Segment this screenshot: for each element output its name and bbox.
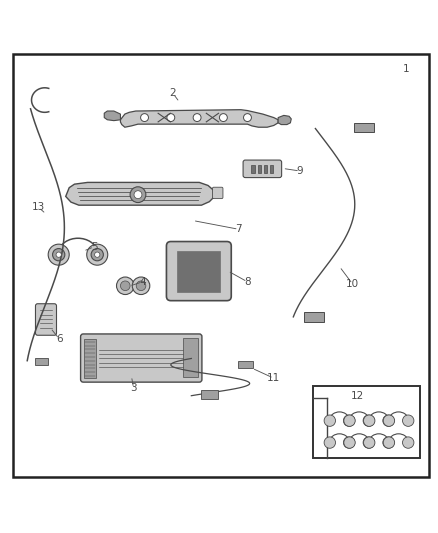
FancyBboxPatch shape [166,241,231,301]
Circle shape [324,437,336,448]
Circle shape [117,277,134,295]
FancyBboxPatch shape [238,361,253,368]
Circle shape [193,114,201,122]
Circle shape [344,437,355,448]
Circle shape [364,437,375,448]
Circle shape [363,415,374,426]
Circle shape [132,277,150,295]
Text: 5: 5 [91,242,98,252]
Text: 1: 1 [403,63,410,74]
Circle shape [403,437,414,448]
Circle shape [120,281,130,290]
Circle shape [363,437,374,448]
Text: 8: 8 [244,277,251,287]
Circle shape [91,248,103,261]
FancyBboxPatch shape [243,160,282,177]
Polygon shape [278,115,291,125]
Circle shape [383,437,394,448]
FancyBboxPatch shape [201,391,218,399]
FancyBboxPatch shape [251,165,255,173]
Circle shape [167,114,175,122]
Circle shape [383,415,395,426]
Circle shape [343,415,355,426]
Circle shape [134,191,142,199]
Polygon shape [66,182,215,205]
FancyBboxPatch shape [177,251,220,292]
Text: 10: 10 [346,279,359,289]
Text: 7: 7 [235,224,242,235]
Circle shape [87,244,108,265]
Circle shape [141,114,148,122]
Text: 4: 4 [139,277,146,287]
Text: 12: 12 [350,391,364,401]
FancyBboxPatch shape [35,304,57,335]
Circle shape [53,248,65,261]
FancyBboxPatch shape [270,165,273,173]
FancyBboxPatch shape [313,386,420,458]
Polygon shape [120,110,278,127]
FancyBboxPatch shape [258,165,261,173]
Circle shape [324,415,336,426]
Text: 13: 13 [32,203,45,212]
Circle shape [383,437,395,448]
Circle shape [383,415,394,426]
Circle shape [219,114,227,122]
FancyBboxPatch shape [304,312,324,322]
Circle shape [48,244,69,265]
Circle shape [130,187,146,203]
Circle shape [244,114,251,122]
FancyBboxPatch shape [84,339,96,378]
FancyBboxPatch shape [264,165,267,173]
Text: 6: 6 [56,334,63,344]
Circle shape [344,415,355,426]
Circle shape [95,252,100,257]
FancyBboxPatch shape [35,358,48,365]
Polygon shape [104,111,120,120]
FancyBboxPatch shape [183,338,198,377]
FancyBboxPatch shape [13,54,429,477]
FancyBboxPatch shape [212,187,223,199]
FancyBboxPatch shape [81,334,202,382]
Circle shape [136,281,146,290]
Circle shape [56,252,61,257]
Circle shape [403,415,414,426]
Circle shape [343,437,355,448]
Circle shape [364,415,375,426]
Text: 9: 9 [297,166,304,176]
FancyBboxPatch shape [354,123,374,133]
Text: 11: 11 [267,373,280,383]
Text: 3: 3 [130,383,137,393]
Text: 2: 2 [170,88,177,99]
